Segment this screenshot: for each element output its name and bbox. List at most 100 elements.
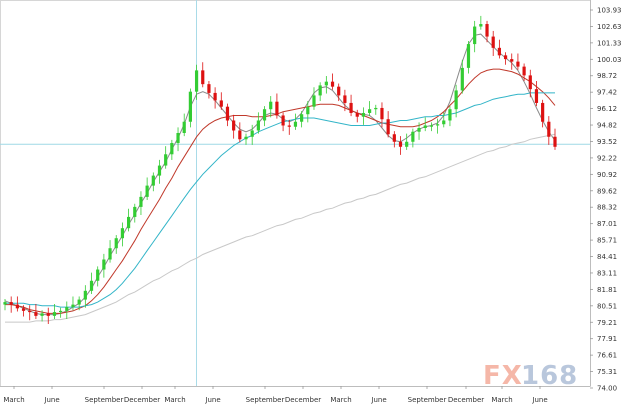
candle-body — [182, 121, 186, 134]
candle-body — [40, 313, 44, 316]
candle-body — [139, 196, 143, 207]
candle-body — [355, 112, 359, 117]
candle-body — [442, 120, 446, 125]
candle-body — [15, 304, 19, 309]
candle-body — [133, 206, 137, 217]
candle-body — [516, 61, 520, 67]
candle-body — [553, 136, 557, 147]
x-tick-label: December — [285, 396, 321, 404]
candle-body — [28, 310, 32, 313]
y-tick-label: 92.22 — [597, 154, 617, 162]
candle-body — [256, 120, 260, 131]
candle-body — [188, 91, 192, 122]
y-tick-label: 102.63 — [597, 23, 622, 31]
y-tick-label: 88.32 — [597, 204, 617, 212]
y-tick-label: 85.71 — [597, 237, 617, 245]
candle-body — [312, 95, 316, 107]
very-long-ma-line — [5, 133, 556, 323]
candle-body — [448, 109, 452, 121]
x-tick-label: June — [43, 396, 59, 404]
candle-body — [269, 101, 273, 110]
candle-body — [157, 165, 162, 176]
candle-body — [275, 101, 279, 116]
candle-body — [337, 86, 341, 96]
candle-body — [201, 70, 205, 85]
candle-body — [497, 47, 501, 56]
candle-body — [293, 121, 298, 127]
candle-body — [244, 136, 248, 140]
candle-body — [77, 299, 81, 305]
y-tick-label: 94.82 — [597, 122, 617, 130]
candle-body — [34, 312, 38, 316]
watermark-logo-168: 168 — [521, 361, 578, 391]
x-tick-label: September — [85, 396, 124, 404]
candle-body — [287, 125, 291, 127]
candle-body — [528, 75, 532, 90]
candle-body — [318, 85, 322, 96]
short-ma-line — [4, 33, 556, 316]
candle-body — [479, 24, 483, 27]
y-tick-label: 96.12 — [597, 105, 617, 113]
candle-body — [3, 302, 7, 305]
y-tick-label: 83.11 — [597, 269, 617, 277]
candle-body — [435, 124, 440, 126]
candle-body — [405, 141, 409, 147]
y-tick-label: 100.03 — [597, 56, 622, 64]
candle-body — [164, 154, 168, 166]
watermark-logo-fx: FX — [483, 361, 523, 391]
y-tick-label: 81.81 — [597, 286, 617, 294]
candle-body — [151, 175, 155, 186]
x-tick-label: March — [491, 396, 512, 404]
y-tick-label: 93.52 — [597, 138, 617, 146]
candle-body — [108, 248, 112, 260]
y-tick-label: 98.72 — [597, 72, 617, 80]
y-tick-label: 87.01 — [597, 220, 617, 228]
candle-body — [485, 24, 489, 37]
x-tick-label: September — [408, 396, 447, 404]
candle-body — [454, 90, 458, 110]
y-tick-label: 89.62 — [597, 187, 617, 195]
candle-body — [466, 44, 471, 68]
candle-body — [71, 304, 75, 308]
x-tick-label: June — [531, 396, 547, 404]
candle-body — [423, 125, 427, 128]
candle-body — [510, 59, 514, 62]
candle-body — [343, 95, 347, 103]
candle-body — [398, 141, 403, 147]
candle-body — [219, 100, 223, 107]
candle-body — [547, 121, 551, 137]
candle-body — [238, 130, 242, 140]
y-tick-label: 79.21 — [597, 319, 617, 327]
candle-body — [232, 120, 236, 131]
y-tick-label: 74.00 — [597, 385, 617, 393]
candle-body — [9, 302, 13, 305]
x-tick-label: March — [164, 396, 185, 404]
candle-body — [102, 259, 106, 270]
y-tick-label: 97.42 — [597, 89, 617, 97]
x-tick-label: December — [124, 396, 160, 404]
candle-body — [114, 238, 118, 249]
candle-body — [170, 143, 174, 155]
candle-body — [368, 109, 372, 113]
candle-body — [503, 55, 508, 60]
x-tick-label: March — [3, 396, 24, 404]
y-tick-label: 80.51 — [597, 302, 617, 310]
y-tick-label: 77.91 — [597, 335, 617, 343]
candle-body — [473, 26, 477, 45]
candle-body — [65, 307, 69, 311]
candle-body — [59, 310, 63, 313]
candle-body — [145, 185, 149, 197]
candle-body — [126, 216, 131, 229]
y-tick-label: 75.31 — [597, 368, 617, 376]
candle-body — [281, 115, 285, 126]
candle-body — [374, 107, 378, 110]
mid-ma-line — [5, 68, 556, 314]
x-tick-label: September — [246, 396, 285, 404]
candle-body — [52, 312, 57, 316]
candle-body — [300, 114, 304, 122]
x-tick-label: December — [448, 396, 484, 404]
candle-body — [213, 92, 217, 101]
x-tick-label: March — [330, 396, 351, 404]
